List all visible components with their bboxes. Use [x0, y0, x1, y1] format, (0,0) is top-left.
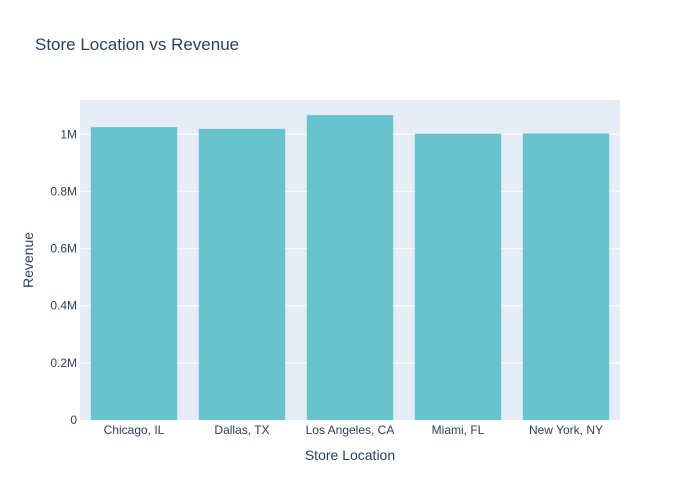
x-tick-label: Dallas, TX — [214, 423, 269, 437]
x-tick-label: Miami, FL — [432, 423, 485, 437]
y-tick-label: 0.4M — [50, 299, 77, 313]
bar — [198, 128, 286, 420]
bar — [414, 133, 502, 420]
x-tick-label: New York, NY — [529, 423, 603, 437]
bar — [306, 115, 394, 421]
y-tick-label: 0.2M — [50, 356, 77, 370]
bars — [90, 115, 610, 421]
y-tick-label: 0.8M — [50, 184, 77, 198]
y-tick-label: 0.6M — [50, 242, 77, 256]
y-tick-label: 1M — [60, 127, 77, 141]
x-axis-title: Store Location — [305, 447, 395, 463]
chart-title: Store Location vs Revenue — [35, 35, 239, 54]
bar — [90, 127, 178, 421]
y-tick-label: 0 — [70, 413, 77, 427]
y-axis-title: Revenue — [20, 232, 36, 288]
x-axis-ticks: Chicago, IL Dallas, TX Los Angeles, CA Miam… — [104, 423, 603, 437]
bar — [522, 133, 610, 420]
x-tick-label: Los Angeles, CA — [306, 423, 395, 437]
y-axis-ticks: 0 0.2M 0.4M 0.6M 0.8M 1M — [50, 127, 77, 427]
x-tick-label: Chicago, IL — [104, 423, 165, 437]
